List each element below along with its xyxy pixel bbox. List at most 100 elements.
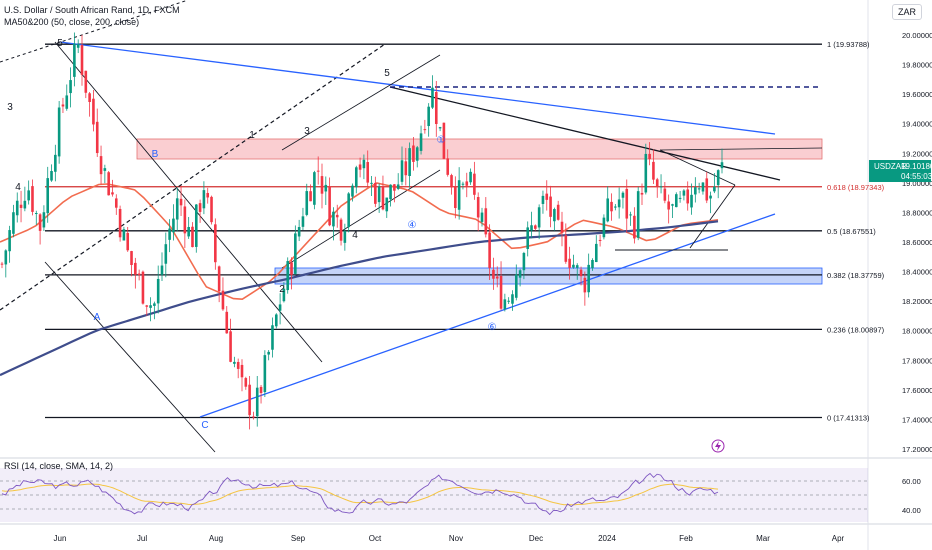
- candle-body: [606, 198, 610, 222]
- price-tick: 17.40000: [902, 415, 932, 424]
- ma-indicator-title[interactable]: MA50&200 (50, close, 200, close): [4, 17, 140, 27]
- time-label: Aug: [209, 534, 223, 543]
- candle-body: [122, 229, 126, 241]
- ma200-line: [0, 220, 719, 377]
- candle-body: [423, 129, 427, 131]
- candle-body: [301, 216, 305, 227]
- trend-line: [659, 147, 823, 151]
- candle-body: [370, 182, 373, 184]
- candle-body: [107, 172, 110, 196]
- candle-body: [716, 170, 720, 186]
- candle-body: [137, 273, 141, 276]
- price-tick: 19.60000: [902, 90, 932, 99]
- ma50-line: [0, 182, 719, 301]
- candle-body: [15, 200, 19, 216]
- candle-body: [297, 227, 301, 237]
- price-axis[interactable]: 20.00000 19.80000 19.60000 19.40000 19.20000…: [902, 31, 932, 454]
- price-tick: 18.80000: [902, 208, 932, 217]
- fib-label: 0.5 (18.67551): [827, 227, 876, 236]
- candle-body: [244, 378, 248, 387]
- time-label: Mar: [756, 534, 770, 543]
- candle-body: [168, 228, 171, 240]
- candle-body: [255, 387, 259, 417]
- candle-body: [579, 269, 583, 277]
- candle-body: [594, 243, 598, 263]
- wave-label: 3: [304, 126, 310, 137]
- candle-body: [686, 189, 690, 204]
- candle-body: [88, 93, 91, 103]
- fib-label: 0.618 (18.97343): [827, 183, 885, 192]
- rsi-line: [1, 472, 719, 516]
- candle-body: [278, 304, 282, 311]
- candle-body: [46, 178, 50, 214]
- candle-body: [419, 133, 423, 151]
- candle-body: [191, 226, 194, 248]
- candle-body: [572, 264, 575, 268]
- trend-lines[interactable]: [0, 0, 823, 453]
- candle-body: [484, 208, 488, 235]
- price-tick: 18.20000: [902, 297, 932, 306]
- fib-label: 1 (19.93788): [827, 40, 870, 49]
- candle-body: [629, 214, 632, 216]
- trend-line: [281, 169, 441, 269]
- candle-body: [541, 195, 545, 204]
- candle-body: [34, 213, 38, 215]
- moving-averages: [0, 182, 719, 377]
- candle-body: [473, 173, 476, 195]
- candle-body: [625, 188, 629, 219]
- rsi-pane[interactable]: 60.00 40.00: [1, 472, 921, 516]
- candle-body: [659, 186, 663, 188]
- candle-body: [149, 305, 152, 308]
- candle-body: [678, 197, 682, 199]
- candle-body: [95, 121, 99, 154]
- candle-body: [480, 212, 484, 222]
- fib-levels[interactable]: 1 (19.93788) 0.618 (18.97343) 0.5 (18.6755…: [45, 40, 885, 422]
- wave-label: ⑥: [488, 322, 497, 333]
- candle-body: [271, 325, 274, 350]
- candle-body: [374, 182, 377, 204]
- candle-body: [457, 180, 461, 210]
- candle-body: [282, 288, 286, 302]
- candle-body: [366, 162, 370, 183]
- candle-body: [697, 188, 701, 190]
- candle-body: [408, 148, 411, 176]
- time-axis[interactable]: Jun Jul Aug Sep Oct Nov Dec 2024 Feb Mar Apr: [54, 534, 845, 543]
- candles[interactable]: [0, 32, 724, 430]
- candle-body: [556, 204, 560, 220]
- candle-body: [514, 274, 518, 298]
- rsi-title[interactable]: RSI (14, close, SMA, 14, 2): [4, 461, 114, 471]
- candle-body: [564, 235, 568, 262]
- candle-body: [214, 224, 217, 263]
- support-zone[interactable]: [274, 267, 823, 285]
- candle-body: [591, 259, 594, 269]
- time-label: Jun: [54, 534, 67, 543]
- price-tick: 19.00000: [902, 179, 932, 188]
- candle-body: [111, 192, 114, 195]
- candle-body: [412, 145, 415, 162]
- lightning-icon[interactable]: [711, 439, 725, 453]
- wave-label: 4: [15, 182, 21, 193]
- candle-body: [61, 104, 65, 107]
- time-label: Dec: [529, 534, 543, 543]
- trend-line: [659, 149, 736, 186]
- wave-label: A: [94, 312, 101, 323]
- candle-body: [522, 252, 526, 271]
- candle-body: [99, 156, 103, 175]
- candle-body: [76, 44, 80, 48]
- candle-body: [274, 314, 278, 327]
- candle-body: [126, 232, 130, 251]
- candle-body: [118, 208, 122, 238]
- candle-body: [518, 270, 522, 278]
- candle-body: [172, 218, 175, 233]
- candle-body: [488, 232, 491, 268]
- candle-body: [393, 184, 396, 191]
- fib-label: 0.382 (18.37759): [827, 271, 885, 280]
- trend-line: [0, 0, 189, 63]
- candle-body: [4, 250, 8, 265]
- last-price: 19.10180: [901, 162, 932, 171]
- currency-button[interactable]: ZAR: [892, 4, 922, 20]
- candle-body: [720, 162, 724, 169]
- candle-body: [343, 231, 347, 243]
- time-label: Oct: [369, 534, 382, 543]
